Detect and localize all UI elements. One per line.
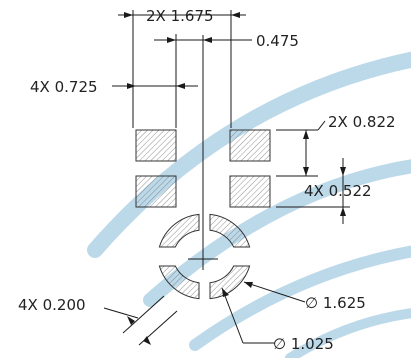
dimension-outer-diameter: ∅ 1.625 [243, 281, 366, 312]
dimension-inner-diameter: ∅ 1.025 [221, 287, 334, 353]
dimension-label: 2X 0.822 [328, 113, 396, 131]
dimension-label: 2X 1.675 [146, 7, 214, 25]
ring-pad [158, 213, 251, 300]
ring-sector [209, 213, 251, 248]
ring-sector [209, 265, 251, 300]
dimension-label: 4X 0.200 [18, 296, 86, 314]
dimension-pad-width: 4X 0.725 [30, 78, 198, 96]
dimension-label: ∅ 1.625 [305, 294, 366, 312]
pad-top-left [135, 129, 177, 162]
watermark-swoosh [189, 245, 411, 351]
dimension-pad-height: 4X 0.522 [276, 158, 372, 224]
dimension-pad-pitch: 2X 1.675 [118, 7, 246, 128]
dimension-label: 4X 0.725 [30, 78, 98, 96]
dimension-label: ∅ 1.025 [273, 335, 334, 353]
dimension-ring-gap: 4X 0.200 [18, 295, 178, 346]
pad-bottom-left [135, 175, 177, 208]
dimension-label: 0.475 [256, 32, 299, 50]
watermark-swoosh [87, 51, 411, 258]
ring-sector [158, 213, 200, 248]
watermark-swooshes [87, 51, 411, 358]
pad-array [135, 129, 271, 208]
dimension-pad-pitch-vertical: 2X 0.822 [276, 113, 396, 177]
center-lines [188, 35, 218, 270]
ring-sector [158, 265, 200, 300]
watermark-swoosh [285, 308, 411, 358]
dimension-center-offset: 0.475 [154, 32, 299, 128]
watermark-swoosh [143, 159, 411, 307]
pad-bottom-right [229, 175, 271, 208]
pad-top-right [229, 129, 271, 162]
dimension-label: 4X 0.522 [304, 182, 372, 200]
